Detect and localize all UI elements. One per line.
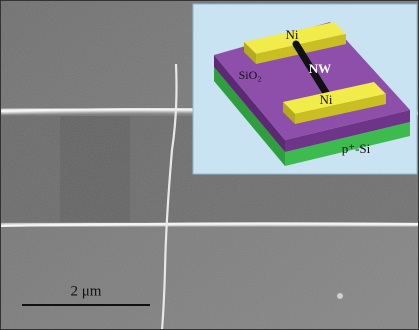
micrograph-figure: 2 μm Ni NW SiO₂ Ni p⁺-Si xyxy=(0,0,419,330)
scale-bar-label: 2 μm xyxy=(71,283,102,299)
particle xyxy=(337,293,343,299)
page: 2 μm Ni NW SiO₂ Ni p⁺-Si (() => { const … xyxy=(0,0,419,330)
nw-label: NW xyxy=(309,61,331,76)
ni-label: Ni xyxy=(286,27,299,42)
oxide-label: SiO₂ xyxy=(239,68,262,82)
ni-label: Ni xyxy=(320,92,333,107)
device-schematic: Ni NW SiO₂ Ni p⁺-Si xyxy=(193,4,417,174)
substrate-label: p⁺-Si xyxy=(342,141,371,156)
